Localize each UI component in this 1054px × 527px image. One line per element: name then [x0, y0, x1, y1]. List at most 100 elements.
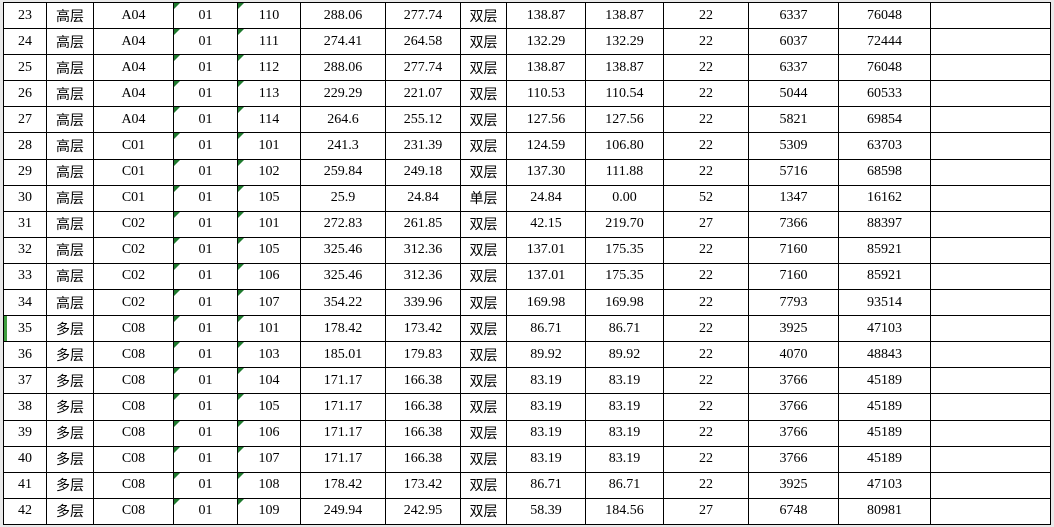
- spreadsheet-cell[interactable]: 高层: [46, 54, 94, 82]
- row-number-cell[interactable]: 37: [3, 367, 47, 395]
- spreadsheet-cell[interactable]: 138.87: [585, 54, 664, 82]
- spreadsheet-cell[interactable]: 169.98: [506, 289, 586, 317]
- spreadsheet-cell[interactable]: 高层: [46, 158, 94, 186]
- spreadsheet-cell[interactable]: 1347: [748, 184, 839, 212]
- spreadsheet-cell[interactable]: 229.29: [300, 80, 386, 108]
- spreadsheet-cell[interactable]: 22: [663, 1, 749, 30]
- row-number-cell[interactable]: 34: [3, 289, 47, 317]
- spreadsheet-cell[interactable]: C08: [93, 367, 174, 395]
- spreadsheet-cell[interactable]: 24.84: [385, 184, 461, 212]
- spreadsheet-cell[interactable]: 3766: [748, 367, 839, 395]
- spreadsheet-cell[interactable]: [930, 471, 1051, 499]
- spreadsheet-cell[interactable]: A04: [93, 28, 174, 56]
- spreadsheet-cell[interactable]: 312.36: [385, 236, 461, 264]
- spreadsheet-cell[interactable]: 171.17: [300, 445, 386, 473]
- spreadsheet-cell[interactable]: [930, 315, 1051, 343]
- spreadsheet-cell[interactable]: 80981: [838, 497, 931, 526]
- spreadsheet-cell[interactable]: 132.29: [585, 28, 664, 56]
- spreadsheet-cell[interactable]: 249.18: [385, 158, 461, 186]
- spreadsheet-cell[interactable]: 83.19: [585, 445, 664, 473]
- spreadsheet-cell[interactable]: [930, 367, 1051, 395]
- spreadsheet-cell[interactable]: 106.80: [585, 132, 664, 160]
- spreadsheet-cell[interactable]: 22: [663, 289, 749, 317]
- spreadsheet-cell[interactable]: 83.19: [506, 445, 586, 473]
- spreadsheet-cell[interactable]: 105: [237, 184, 301, 212]
- spreadsheet-cell[interactable]: 双层: [460, 132, 507, 160]
- spreadsheet-cell[interactable]: 110.53: [506, 80, 586, 108]
- spreadsheet-cell[interactable]: 高层: [46, 184, 94, 212]
- row-number-cell[interactable]: 40: [3, 445, 47, 473]
- spreadsheet-cell[interactable]: 101: [237, 132, 301, 160]
- spreadsheet-cell[interactable]: [930, 1, 1051, 30]
- spreadsheet-cell[interactable]: 高层: [46, 80, 94, 108]
- spreadsheet-cell[interactable]: [930, 341, 1051, 369]
- spreadsheet-cell[interactable]: 5716: [748, 158, 839, 186]
- spreadsheet-cell[interactable]: 高层: [46, 132, 94, 160]
- row-number-cell[interactable]: 25: [3, 54, 47, 82]
- spreadsheet-cell[interactable]: 多层: [46, 315, 94, 343]
- spreadsheet-cell[interactable]: 6037: [748, 28, 839, 56]
- spreadsheet-cell[interactable]: [930, 54, 1051, 82]
- spreadsheet-cell[interactable]: A04: [93, 1, 174, 30]
- spreadsheet-cell[interactable]: 01: [173, 262, 238, 291]
- spreadsheet-cell[interactable]: 105: [237, 393, 301, 421]
- spreadsheet-cell[interactable]: 22: [663, 80, 749, 108]
- spreadsheet-cell[interactable]: [930, 236, 1051, 264]
- spreadsheet-cell[interactable]: 85921: [838, 236, 931, 264]
- spreadsheet-cell[interactable]: 137.30: [506, 158, 586, 186]
- spreadsheet-cell[interactable]: 45189: [838, 367, 931, 395]
- spreadsheet-cell[interactable]: C08: [93, 341, 174, 369]
- spreadsheet-cell[interactable]: C01: [93, 132, 174, 160]
- spreadsheet-cell[interactable]: 25.9: [300, 184, 386, 212]
- spreadsheet-cell[interactable]: 3766: [748, 419, 839, 447]
- spreadsheet-cell[interactable]: 双层: [460, 210, 507, 238]
- spreadsheet-cell[interactable]: 259.84: [300, 158, 386, 186]
- spreadsheet-cell[interactable]: 171.17: [300, 393, 386, 421]
- row-number-cell[interactable]: 30: [3, 184, 47, 212]
- spreadsheet-cell[interactable]: 107: [237, 445, 301, 473]
- spreadsheet-cell[interactable]: 01: [173, 236, 238, 264]
- spreadsheet-cell[interactable]: [930, 80, 1051, 108]
- spreadsheet-cell[interactable]: 109: [237, 497, 301, 526]
- spreadsheet-cell[interactable]: 单层: [460, 184, 507, 212]
- spreadsheet-cell[interactable]: 3766: [748, 393, 839, 421]
- spreadsheet-cell[interactable]: 184.56: [585, 497, 664, 526]
- spreadsheet-cell[interactable]: 274.41: [300, 28, 386, 56]
- spreadsheet-cell[interactable]: 01: [173, 80, 238, 108]
- spreadsheet-cell[interactable]: 325.46: [300, 236, 386, 264]
- spreadsheet-cell[interactable]: C08: [93, 445, 174, 473]
- spreadsheet-cell[interactable]: 178.42: [300, 315, 386, 343]
- spreadsheet-cell[interactable]: 52: [663, 184, 749, 212]
- spreadsheet-cell[interactable]: 272.83: [300, 210, 386, 238]
- spreadsheet-cell[interactable]: 166.38: [385, 393, 461, 421]
- spreadsheet-cell[interactable]: 双层: [460, 262, 507, 291]
- spreadsheet-cell[interactable]: C08: [93, 315, 174, 343]
- spreadsheet-cell[interactable]: 双层: [460, 419, 507, 447]
- spreadsheet-cell[interactable]: 多层: [46, 367, 94, 395]
- spreadsheet-cell[interactable]: 101: [237, 210, 301, 238]
- spreadsheet-cell[interactable]: [930, 419, 1051, 447]
- spreadsheet-cell[interactable]: 01: [173, 106, 238, 134]
- spreadsheet-cell[interactable]: 86.71: [506, 471, 586, 499]
- row-number-cell[interactable]: 33: [3, 262, 47, 291]
- spreadsheet-cell[interactable]: A04: [93, 54, 174, 82]
- spreadsheet-cell[interactable]: 47103: [838, 315, 931, 343]
- row-number-cell[interactable]: 39: [3, 419, 47, 447]
- spreadsheet-cell[interactable]: 83.19: [506, 393, 586, 421]
- spreadsheet-cell[interactable]: 111.88: [585, 158, 664, 186]
- spreadsheet-cell[interactable]: 22: [663, 158, 749, 186]
- spreadsheet-cell[interactable]: 86.71: [585, 471, 664, 499]
- spreadsheet-cell[interactable]: 01: [173, 28, 238, 56]
- spreadsheet-cell[interactable]: 6337: [748, 54, 839, 82]
- spreadsheet-cell[interactable]: 76048: [838, 1, 931, 30]
- spreadsheet-cell[interactable]: 288.06: [300, 1, 386, 30]
- spreadsheet-cell[interactable]: 277.74: [385, 54, 461, 82]
- spreadsheet-cell[interactable]: 185.01: [300, 341, 386, 369]
- spreadsheet-cell[interactable]: 106: [237, 262, 301, 291]
- spreadsheet-cell[interactable]: [930, 497, 1051, 526]
- spreadsheet-cell[interactable]: 5309: [748, 132, 839, 160]
- spreadsheet-cell[interactable]: 178.42: [300, 471, 386, 499]
- row-number-cell[interactable]: 26: [3, 80, 47, 108]
- spreadsheet-cell[interactable]: 22: [663, 315, 749, 343]
- spreadsheet-cell[interactable]: 105: [237, 236, 301, 264]
